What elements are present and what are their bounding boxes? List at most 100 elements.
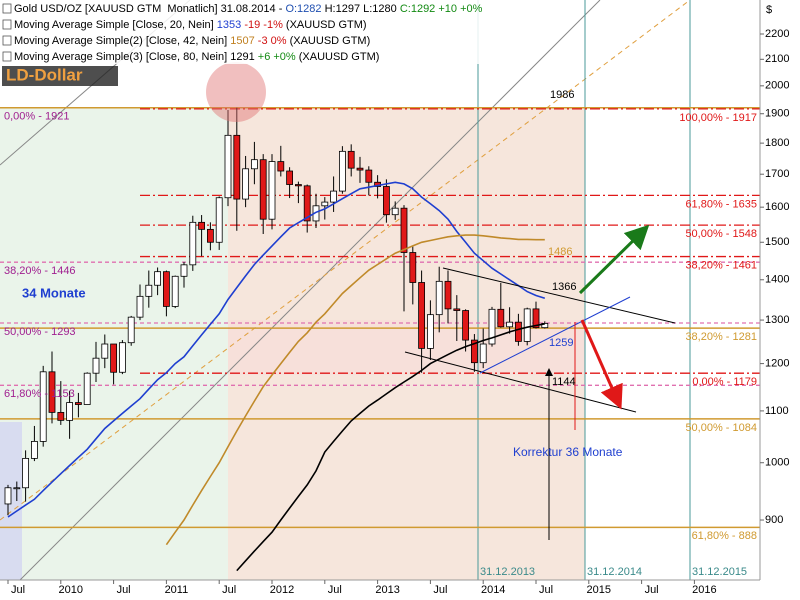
candle-body (479, 343, 487, 364)
candle-body (470, 339, 478, 364)
candle-body (206, 228, 214, 243)
header-line: Moving Average Simple [Close, 20, Nein] … (14, 19, 367, 31)
candle-body (488, 308, 496, 345)
candle-body (268, 161, 276, 220)
x-tick-label: 2010 (59, 584, 83, 596)
candle-body (506, 321, 514, 328)
candle-body (198, 221, 206, 230)
candle-body (66, 402, 73, 421)
channel-line (479, 296, 631, 374)
annotation: 1144 (552, 376, 576, 388)
header-icon (2, 51, 12, 62)
level-label: 38,20% - 1281 (685, 331, 757, 343)
header-text: (XAUUSD GTM) (290, 35, 371, 47)
level-label: 50,00% - 1548 (685, 228, 757, 240)
candle-body (294, 184, 302, 187)
annotation: Korrektur 36 Monate (513, 445, 623, 459)
header-text: O:1282 (285, 3, 321, 15)
annotation: 1259 (549, 337, 573, 349)
candle-body (418, 282, 426, 349)
y-tick-label: 1500 (765, 236, 789, 248)
x-tick-label: 2014 (481, 584, 505, 596)
candle-body (215, 197, 223, 243)
x-tick-label: Jul (222, 584, 236, 596)
candle-body (127, 316, 135, 344)
y-tick-label: 1300 (765, 314, 789, 326)
peak-circle (206, 62, 266, 122)
level-label: 0,00% - 1921 (4, 111, 69, 123)
level-label: 50,00% - 1084 (685, 422, 757, 434)
texts: $2200 2100 2000 1900 1800 1700 1600 1500 1400 130… (2, 3, 789, 596)
candle-body (224, 134, 232, 199)
candle-body (4, 487, 12, 505)
header-background (0, 0, 490, 64)
date-label: 31.12.2013 (480, 566, 535, 578)
header-text: (XAUUSD GTM) (286, 19, 367, 31)
header-line: Gold USD/OZ [XAUUSD GTM Monatlich] 31.08… (14, 3, 483, 15)
header-line: Moving Average Simple(3) [Close, 80, Nei… (14, 51, 379, 63)
y-tick-label: 1400 (765, 274, 789, 286)
header-text: -3 0% (255, 35, 290, 47)
candle-body (515, 321, 522, 342)
header-icon (2, 19, 12, 30)
candle-body (250, 159, 258, 170)
level-label: 61,80% - 888 (692, 530, 757, 542)
candle-body (13, 487, 21, 490)
candle-body (338, 150, 346, 192)
candle-body (391, 207, 399, 216)
candle-body (180, 264, 188, 277)
level-label: 61,80% - 1635 (685, 198, 757, 210)
header-text: Moving Average Simple(2) [Close, 42, Nei… (14, 35, 230, 47)
y-tick-label: 2000 (765, 80, 789, 92)
candle-body (303, 185, 311, 222)
level-label: 61,80% - 1153 (4, 388, 75, 400)
x-tick-label: 2015 (587, 584, 611, 596)
x-tick-label: 2012 (270, 584, 294, 596)
candle-body (259, 159, 267, 220)
x-tick-label: Jul (328, 584, 342, 596)
y-tick-label: 900 (765, 514, 783, 526)
candle-body (444, 280, 452, 310)
header-line: Moving Average Simple(2) [Close, 42, Nei… (14, 35, 370, 47)
channel-line (404, 351, 637, 413)
header-text: H:1297 L:1280 (322, 3, 400, 15)
arrow-up (578, 224, 650, 295)
y-tick-label: 2100 (765, 53, 789, 65)
candle-body (462, 310, 470, 341)
candle-body (382, 186, 390, 216)
annotation: 34 Monate (22, 285, 86, 300)
candle-body (532, 308, 540, 329)
moving-average (236, 323, 545, 572)
y-tick-label: 1800 (765, 137, 789, 149)
candle-body (162, 271, 170, 307)
annotation: 1366 (552, 281, 576, 293)
x-tick-label: Jul (433, 584, 447, 596)
x-tick-label: Jul (117, 584, 131, 596)
y-tick-label: 1100 (765, 405, 789, 417)
header-text: Moving Average Simple [Close, 20, Nein] (14, 19, 217, 31)
header-text: -19 -1% (241, 19, 286, 31)
level-label: 50,00% - 1293 (4, 326, 76, 338)
candle-body (154, 271, 162, 286)
candle-body (22, 457, 30, 489)
header-text: Moving Average Simple(3) [Close, 80, Nei… (14, 51, 258, 63)
candle-body (286, 170, 294, 185)
header-text: 1353 (217, 19, 241, 31)
logo-background (2, 66, 118, 86)
logo: LD-Dollar (6, 65, 83, 84)
header-icon (2, 3, 12, 14)
candle-body (30, 441, 38, 459)
moving-average (7, 181, 546, 518)
x-tick-label: Jul (645, 584, 659, 596)
candle-body (330, 190, 338, 203)
candle-body (83, 372, 91, 405)
candle-body (92, 357, 100, 374)
date-label: 31.12.2014 (587, 566, 642, 578)
x-tick-label: Jul (539, 584, 553, 596)
y-tick-label: 1700 (765, 168, 789, 180)
level-label: 100,00% - 1917 (679, 112, 757, 124)
candle-body (365, 169, 373, 183)
annotation: 1986 (550, 89, 574, 101)
channel-line (19, 0, 601, 580)
candle-body (541, 323, 549, 329)
